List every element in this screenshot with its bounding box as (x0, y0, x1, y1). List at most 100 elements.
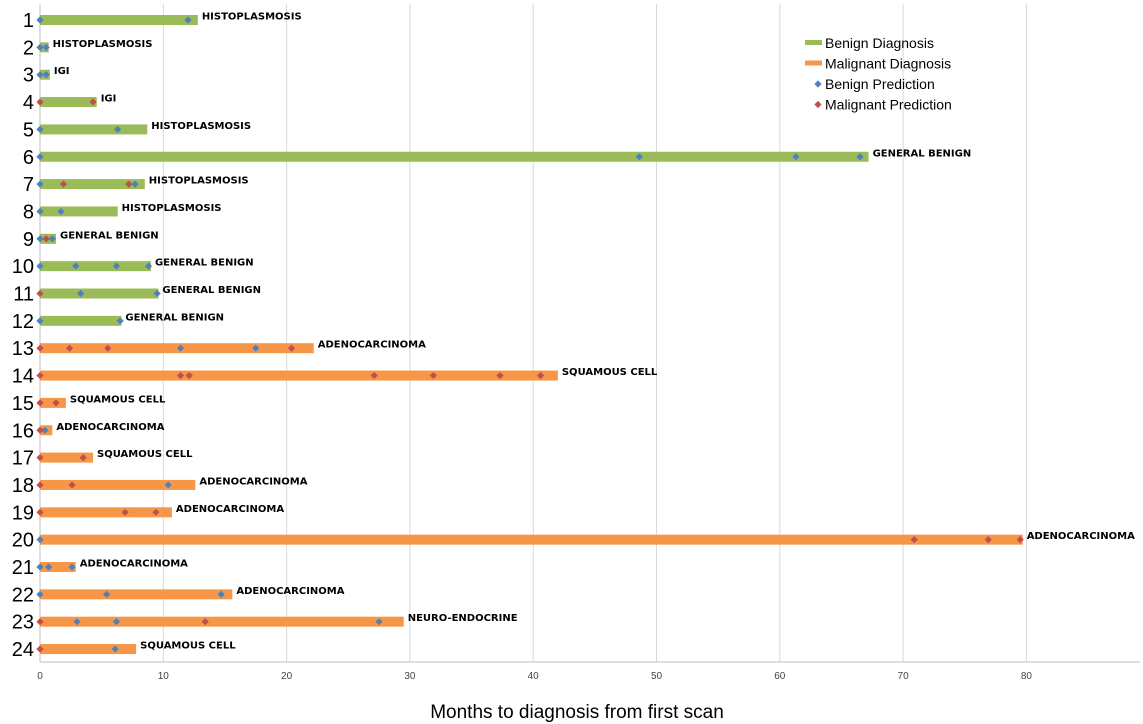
benign-prediction-point (102, 590, 111, 598)
benign-prediction-point (36, 563, 44, 571)
malignant-prediction-point (36, 426, 44, 434)
diagnosis-label: ADENOCARCINOMA (176, 504, 284, 515)
benign-prediction-point (112, 618, 121, 626)
diagnosis-label: IGI (101, 94, 117, 105)
row-label: 1 (23, 10, 34, 32)
malignant-prediction-point (201, 618, 209, 626)
row-label: 7 (23, 174, 34, 196)
benign-prediction-point (72, 262, 80, 270)
malignant-prediction-point (36, 399, 44, 407)
benign-prediction-point (42, 43, 50, 51)
row-label: 3 (23, 65, 34, 87)
diagnosis-bar (40, 151, 869, 162)
diagnosis-label: ADENOCARCINOMA (1027, 531, 1135, 542)
legend-label: Malignant Diagnosis (825, 56, 951, 72)
malignant-prediction-point (370, 371, 378, 380)
benign-prediction-point (57, 207, 65, 216)
benign-prediction-point (36, 180, 44, 188)
malignant-prediction-point (536, 371, 545, 380)
malignant-prediction-point (910, 536, 918, 544)
malignant-prediction-point (36, 98, 44, 106)
diagnosis-bar (40, 452, 94, 463)
row-label: 5 (23, 119, 34, 141)
malignant-prediction-point (104, 344, 112, 352)
malignant-prediction-point (121, 508, 129, 516)
benign-prediction-point (153, 289, 161, 298)
diagnosis-bar (40, 206, 118, 217)
benign-prediction-point (77, 289, 85, 298)
row-label: 19 (12, 502, 34, 524)
diagnosis-label: GENERAL BENIGN (162, 285, 261, 296)
legend: Benign Diagnosis Malignant Diagnosis Benig… (805, 35, 952, 113)
malignant-prediction-point (36, 344, 44, 352)
malignant-prediction-point (36, 645, 44, 653)
benign-prediction-point (36, 43, 44, 51)
diagnosis-bar (40, 370, 558, 381)
malignant-prediction-point (36, 481, 44, 489)
legend-label: Benign Prediction (825, 76, 935, 92)
diagnosis-bar (40, 261, 151, 272)
legend-label: Benign Diagnosis (825, 35, 934, 51)
diagnosis-label: ADENOCARCINOMA (80, 559, 188, 570)
malignant-prediction-point (36, 618, 44, 626)
malignant-prediction-point (42, 235, 50, 243)
benign-prediction-point (792, 153, 800, 161)
diagnosis-bar (40, 562, 76, 572)
benign-prediction-point (42, 71, 50, 79)
diagnosis-label: ADENOCARCINOMA (236, 586, 344, 597)
diagnosis-bar (40, 589, 233, 600)
x-tick-label: 60 (774, 671, 786, 682)
malignant-prediction-point (36, 454, 44, 462)
diagnosis-label: GENERAL BENIGN (155, 258, 254, 269)
malignant-prediction-point (59, 180, 68, 188)
malignant-prediction-point (36, 508, 44, 516)
x-tick-label: 40 (528, 671, 540, 682)
row-label: 4 (23, 92, 34, 114)
benign-prediction-point (375, 618, 383, 626)
benign-prediction-point (36, 16, 44, 24)
benign-prediction-point (36, 536, 44, 544)
diagnosis-label: ADENOCARCINOMA (318, 340, 426, 351)
diagnosis-bar (40, 15, 198, 25)
prediction-markers (36, 16, 1024, 653)
benign-prediction-point (36, 153, 44, 161)
benign-prediction-point (36, 590, 44, 598)
diagnosis-label: ADENOCARCINOMA (56, 422, 164, 433)
benign-prediction-point (41, 426, 49, 434)
diagnosis-label: GENERAL BENIGN (60, 230, 159, 241)
benign-prediction-point (36, 317, 44, 325)
diagnosis-label: SQUAMOUS CELL (562, 367, 658, 378)
row-label: 14 (12, 366, 34, 388)
legend-marker-swatch (814, 80, 822, 88)
row-label: 20 (12, 530, 34, 552)
diagnosis-bar (40, 479, 196, 490)
diagnosis-bar (40, 644, 137, 655)
benign-prediction-point (36, 262, 44, 270)
benign-prediction-point (36, 71, 44, 79)
diagnosis-label: GENERAL BENIGN (873, 148, 972, 159)
benign-prediction-point (36, 125, 44, 133)
malignant-prediction-point (176, 371, 185, 380)
benign-prediction-point (36, 235, 44, 243)
malignant-prediction-point (152, 508, 160, 516)
legend-label: Malignant Prediction (825, 97, 952, 113)
benign-prediction-point (36, 207, 44, 216)
row-label: 16 (12, 420, 34, 442)
malignant-prediction-point (496, 371, 504, 380)
benign-prediction-point (144, 262, 153, 270)
malignant-prediction-point (125, 180, 133, 188)
malignant-prediction-point (52, 399, 60, 407)
malignant-prediction-point (65, 344, 74, 352)
benign-prediction-point (73, 618, 81, 626)
diagnosis-bar (40, 343, 314, 354)
benign-prediction-point (45, 563, 53, 571)
malignant-prediction-point (984, 536, 992, 544)
row-label: 23 (12, 612, 34, 634)
row-label: 8 (23, 201, 34, 223)
malignant-prediction-point (185, 371, 193, 380)
row-label: 13 (12, 338, 34, 360)
legend-bar-swatch (805, 60, 822, 66)
diagnosis-label: SQUAMOUS CELL (140, 641, 236, 652)
row-label: 15 (12, 393, 34, 415)
row-label: 11 (13, 284, 34, 306)
